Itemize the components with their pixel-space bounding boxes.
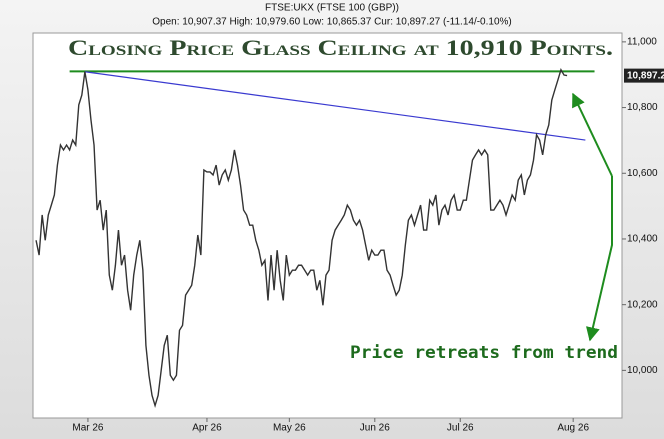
chart-title: FTSE:UKX (FTSE 100 (GBP)) xyxy=(265,3,399,14)
current-value-label: 10,897.27 xyxy=(627,70,664,81)
chart-subtitle: Open: 10,907.37 High: 10,979.60 Low: 10,… xyxy=(152,17,512,28)
x-tick-label: Mar 26 xyxy=(72,423,104,434)
trend-line xyxy=(84,71,586,141)
y-tick-label: 11,000 xyxy=(627,37,657,48)
annotation: Price retreats from trend xyxy=(350,343,618,363)
annotation: Closing Price Glass Ceiling at 10,910 Po… xyxy=(68,35,613,60)
x-tick-label: Jun 26 xyxy=(360,423,390,434)
x-tick-label: Jul 26 xyxy=(447,423,474,434)
plot-area xyxy=(32,32,623,419)
y-tick-label: 10,600 xyxy=(627,168,658,179)
y-tick-label: 10,400 xyxy=(627,234,658,245)
y-tick-label: 10,000 xyxy=(627,365,658,376)
price-line xyxy=(35,68,568,408)
x-tick-label: Aug 26 xyxy=(557,423,589,434)
y-tick-label: 10,800 xyxy=(627,102,658,113)
y-tick-label: 10,200 xyxy=(627,299,658,310)
x-tick-label: Apr 26 xyxy=(192,423,222,434)
arrow xyxy=(572,92,613,177)
x-tick-label: May 26 xyxy=(273,423,306,434)
current-value-box xyxy=(624,68,664,83)
arrow xyxy=(586,176,613,342)
